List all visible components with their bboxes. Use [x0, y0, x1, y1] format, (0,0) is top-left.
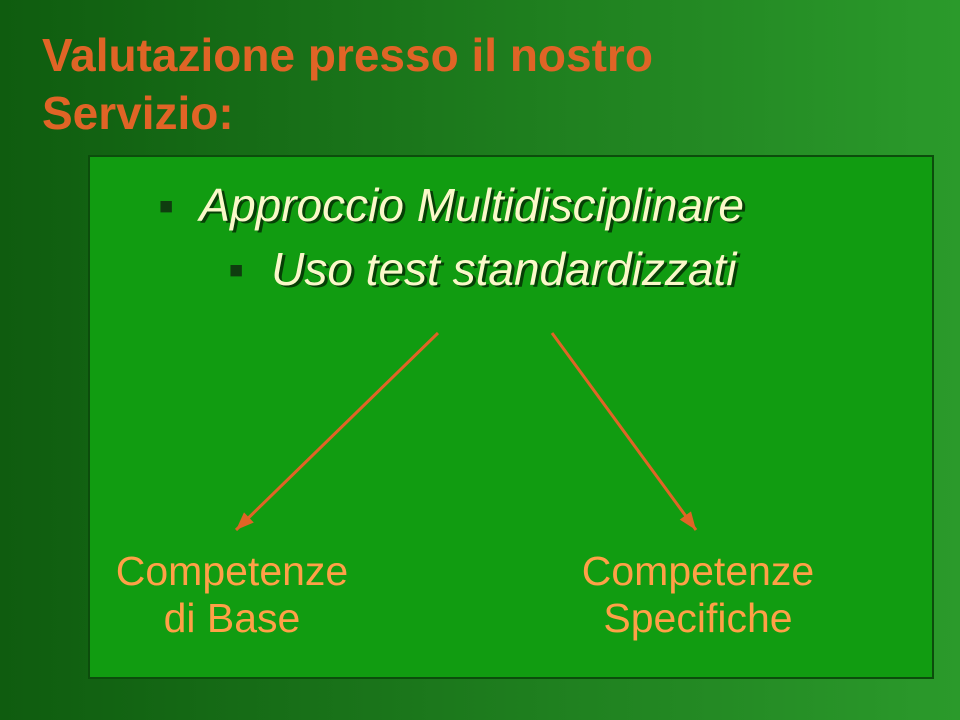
slide-title-line1: Valutazione presso il nostro — [42, 28, 653, 82]
bullet-2-text: Uso test standardizzati — [271, 243, 736, 295]
leaf-right-line1: Competenze — [538, 548, 858, 595]
leaf-right-line2: Specifiche — [538, 595, 858, 642]
leaf-left-line2: di Base — [72, 595, 392, 642]
leaf-left-line1: Competenze — [72, 548, 392, 595]
slide: Valutazione presso il nostro Servizio: A… — [0, 0, 960, 720]
bullet-1: ▪ Approccio Multidisciplinare — [158, 178, 744, 232]
slide-title-line2: Servizio: — [42, 86, 234, 140]
bullet-1-text: Approccio Multidisciplinare — [199, 179, 744, 231]
bullet-1-marker: ▪ — [158, 179, 174, 231]
bullet-2-marker: ▪ — [228, 243, 244, 295]
leaf-right: Competenze Specifiche — [538, 548, 858, 642]
bullet-2: ▪ Uso test standardizzati — [228, 242, 736, 296]
leaf-left: Competenze di Base — [72, 548, 392, 642]
